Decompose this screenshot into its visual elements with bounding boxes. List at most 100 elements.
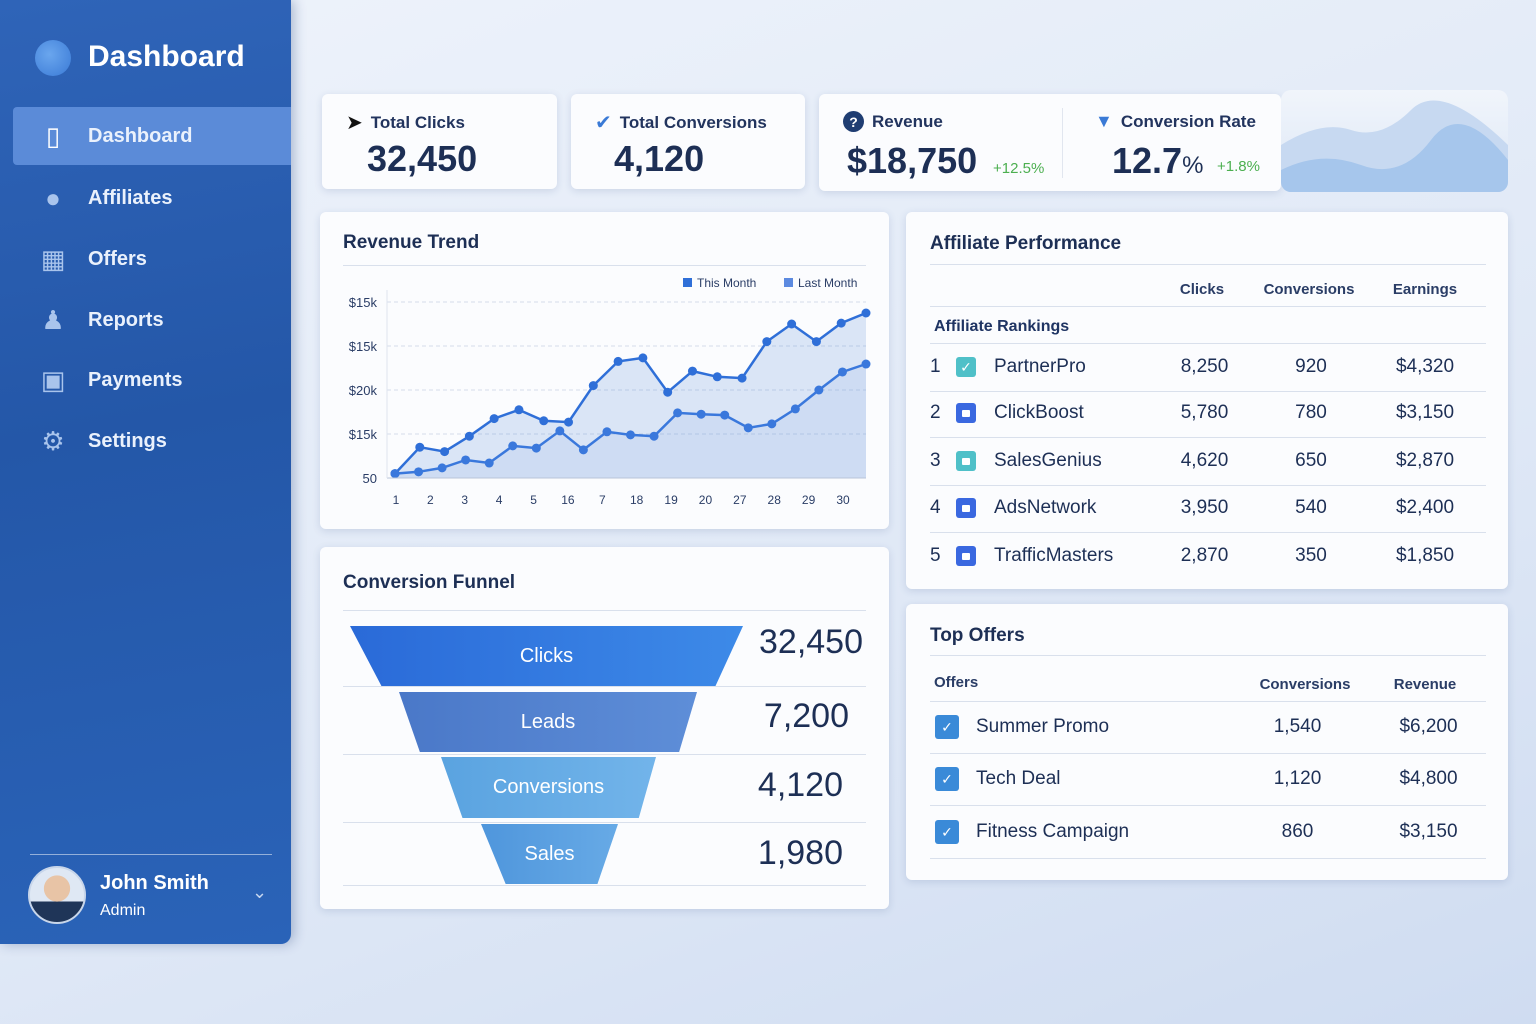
data-point[interactable]: [787, 319, 797, 329]
data-point[interactable]: [484, 458, 494, 468]
data-point[interactable]: [743, 423, 753, 433]
data-point[interactable]: [564, 417, 574, 427]
x-tick-label: 16: [561, 493, 575, 507]
y-tick-label: $20k: [349, 383, 378, 398]
x-tick-label: 28: [768, 493, 782, 507]
sidebar-item-settings[interactable]: ⚙ Settings: [13, 412, 291, 470]
data-point[interactable]: [415, 442, 425, 452]
square-icon[interactable]: [956, 403, 976, 423]
sidebar-item-reports[interactable]: ♟ Reports: [13, 291, 291, 349]
offer-name[interactable]: Fitness Campaign: [976, 821, 1130, 842]
column-header[interactable]: Offers: [934, 674, 979, 691]
conversions-cell: 650: [1295, 450, 1327, 471]
data-point[interactable]: [602, 427, 612, 437]
affiliate-name[interactable]: SalesGenius: [994, 450, 1102, 471]
data-point[interactable]: [461, 455, 471, 465]
affiliate-name[interactable]: PartnerPro: [994, 356, 1086, 377]
data-point[interactable]: [673, 408, 683, 418]
data-point[interactable]: [489, 414, 499, 424]
data-point[interactable]: [555, 426, 565, 436]
checkbox-checked-icon[interactable]: ✓: [935, 767, 959, 791]
data-point[interactable]: [588, 381, 598, 391]
divider: [930, 306, 1486, 307]
data-point[interactable]: [720, 410, 730, 420]
column-header[interactable]: Earnings: [1392, 281, 1458, 298]
x-tick-label: 18: [630, 493, 644, 507]
funnel-stage-conversions[interactable]: Conversions: [441, 757, 656, 818]
offer-name[interactable]: Tech Deal: [976, 768, 1061, 789]
data-point[interactable]: [437, 463, 447, 473]
sidebar-item-affiliates[interactable]: ● Affiliates: [13, 169, 291, 227]
chevron-down-icon[interactable]: ⌄: [252, 882, 268, 902]
divider: [930, 264, 1486, 265]
data-point[interactable]: [712, 372, 722, 382]
data-point[interactable]: [638, 353, 648, 363]
column-header[interactable]: Conversions: [1263, 281, 1355, 298]
earnings-cell: $3,150: [1395, 402, 1455, 423]
sidebar-item-payments[interactable]: ▣ Payments: [13, 351, 291, 409]
column-header[interactable]: Conversions: [1259, 676, 1351, 693]
data-point[interactable]: [649, 431, 659, 441]
funnel-stage-sales[interactable]: Sales: [481, 824, 618, 884]
table-row[interactable]: 1 ✓ PartnerPro 8,250 920 $4,320: [906, 347, 1508, 387]
conversions-cell: 920: [1295, 356, 1327, 377]
rank: 1: [930, 356, 941, 377]
affiliate-name[interactable]: TrafficMasters: [994, 545, 1114, 566]
data-point[interactable]: [687, 366, 697, 376]
data-point[interactable]: [767, 419, 777, 429]
data-point[interactable]: [390, 469, 400, 479]
nav-label: Payments: [88, 368, 183, 391]
table-row[interactable]: ✓ Tech Deal 1,120 $4,800: [906, 759, 1508, 799]
data-point[interactable]: [440, 447, 450, 457]
table-row[interactable]: ✓ Fitness Campaign 860 $3,150: [906, 812, 1508, 852]
square-icon[interactable]: [956, 546, 976, 566]
table-row[interactable]: ✓ Summer Promo 1,540 $6,200: [906, 707, 1508, 747]
data-point[interactable]: [762, 337, 772, 347]
data-point[interactable]: [414, 467, 424, 477]
checkbox-checked-icon[interactable]: ✓: [935, 820, 959, 844]
affiliate-name[interactable]: AdsNetwork: [994, 497, 1097, 518]
data-point[interactable]: [811, 337, 821, 347]
data-point[interactable]: [814, 385, 824, 395]
legend-last-month: Last Month: [798, 276, 857, 290]
table-row[interactable]: 4 AdsNetwork 3,950 540 $2,400: [906, 488, 1508, 528]
funnel-stage-leads[interactable]: Leads: [399, 692, 697, 752]
data-point[interactable]: [613, 356, 623, 366]
data-point[interactable]: [737, 373, 747, 383]
data-point[interactable]: [464, 431, 474, 441]
affiliate-name[interactable]: ClickBoost: [994, 402, 1084, 423]
data-point[interactable]: [663, 387, 673, 397]
column-header[interactable]: Revenue: [1393, 676, 1457, 693]
divider: [930, 391, 1486, 392]
avatar[interactable]: [28, 866, 86, 924]
square-icon[interactable]: [956, 498, 976, 518]
kpi-value: 32,450: [367, 138, 478, 179]
funnel-stage-clicks[interactable]: Clicks: [350, 626, 743, 686]
square-icon[interactable]: [956, 451, 976, 471]
checkbox-checked-icon[interactable]: ✓: [935, 715, 959, 739]
checkbox-checked-icon[interactable]: ✓: [956, 357, 976, 377]
data-point[interactable]: [861, 359, 871, 369]
data-point[interactable]: [626, 430, 635, 440]
panel-title: Revenue Trend: [343, 232, 480, 253]
app-title: Dashboard: [88, 40, 245, 73]
table-row[interactable]: 5 TrafficMasters 2,870 350 $1,850: [906, 536, 1508, 576]
column-header[interactable]: Clicks: [1179, 281, 1225, 298]
data-point[interactable]: [508, 441, 518, 451]
data-point[interactable]: [861, 308, 871, 318]
data-point[interactable]: [578, 445, 588, 455]
data-point[interactable]: [836, 318, 846, 328]
sidebar-item-offers[interactable]: ▦ Offers: [13, 230, 291, 288]
sidebar-item-dashboard[interactable]: ▯ Dashboard: [13, 107, 291, 165]
data-point[interactable]: [790, 404, 800, 414]
offer-name[interactable]: Summer Promo: [976, 716, 1110, 737]
earnings-cell: $2,400: [1395, 497, 1455, 518]
rank: 2: [930, 402, 941, 423]
data-point[interactable]: [539, 416, 549, 426]
data-point[interactable]: [837, 367, 847, 377]
table-row[interactable]: 3 SalesGenius 4,620 650 $2,870: [906, 441, 1508, 481]
data-point[interactable]: [514, 405, 524, 415]
data-point[interactable]: [531, 443, 541, 453]
table-row[interactable]: 2 ClickBoost 5,780 780 $3,150: [906, 393, 1508, 433]
data-point[interactable]: [696, 409, 706, 419]
